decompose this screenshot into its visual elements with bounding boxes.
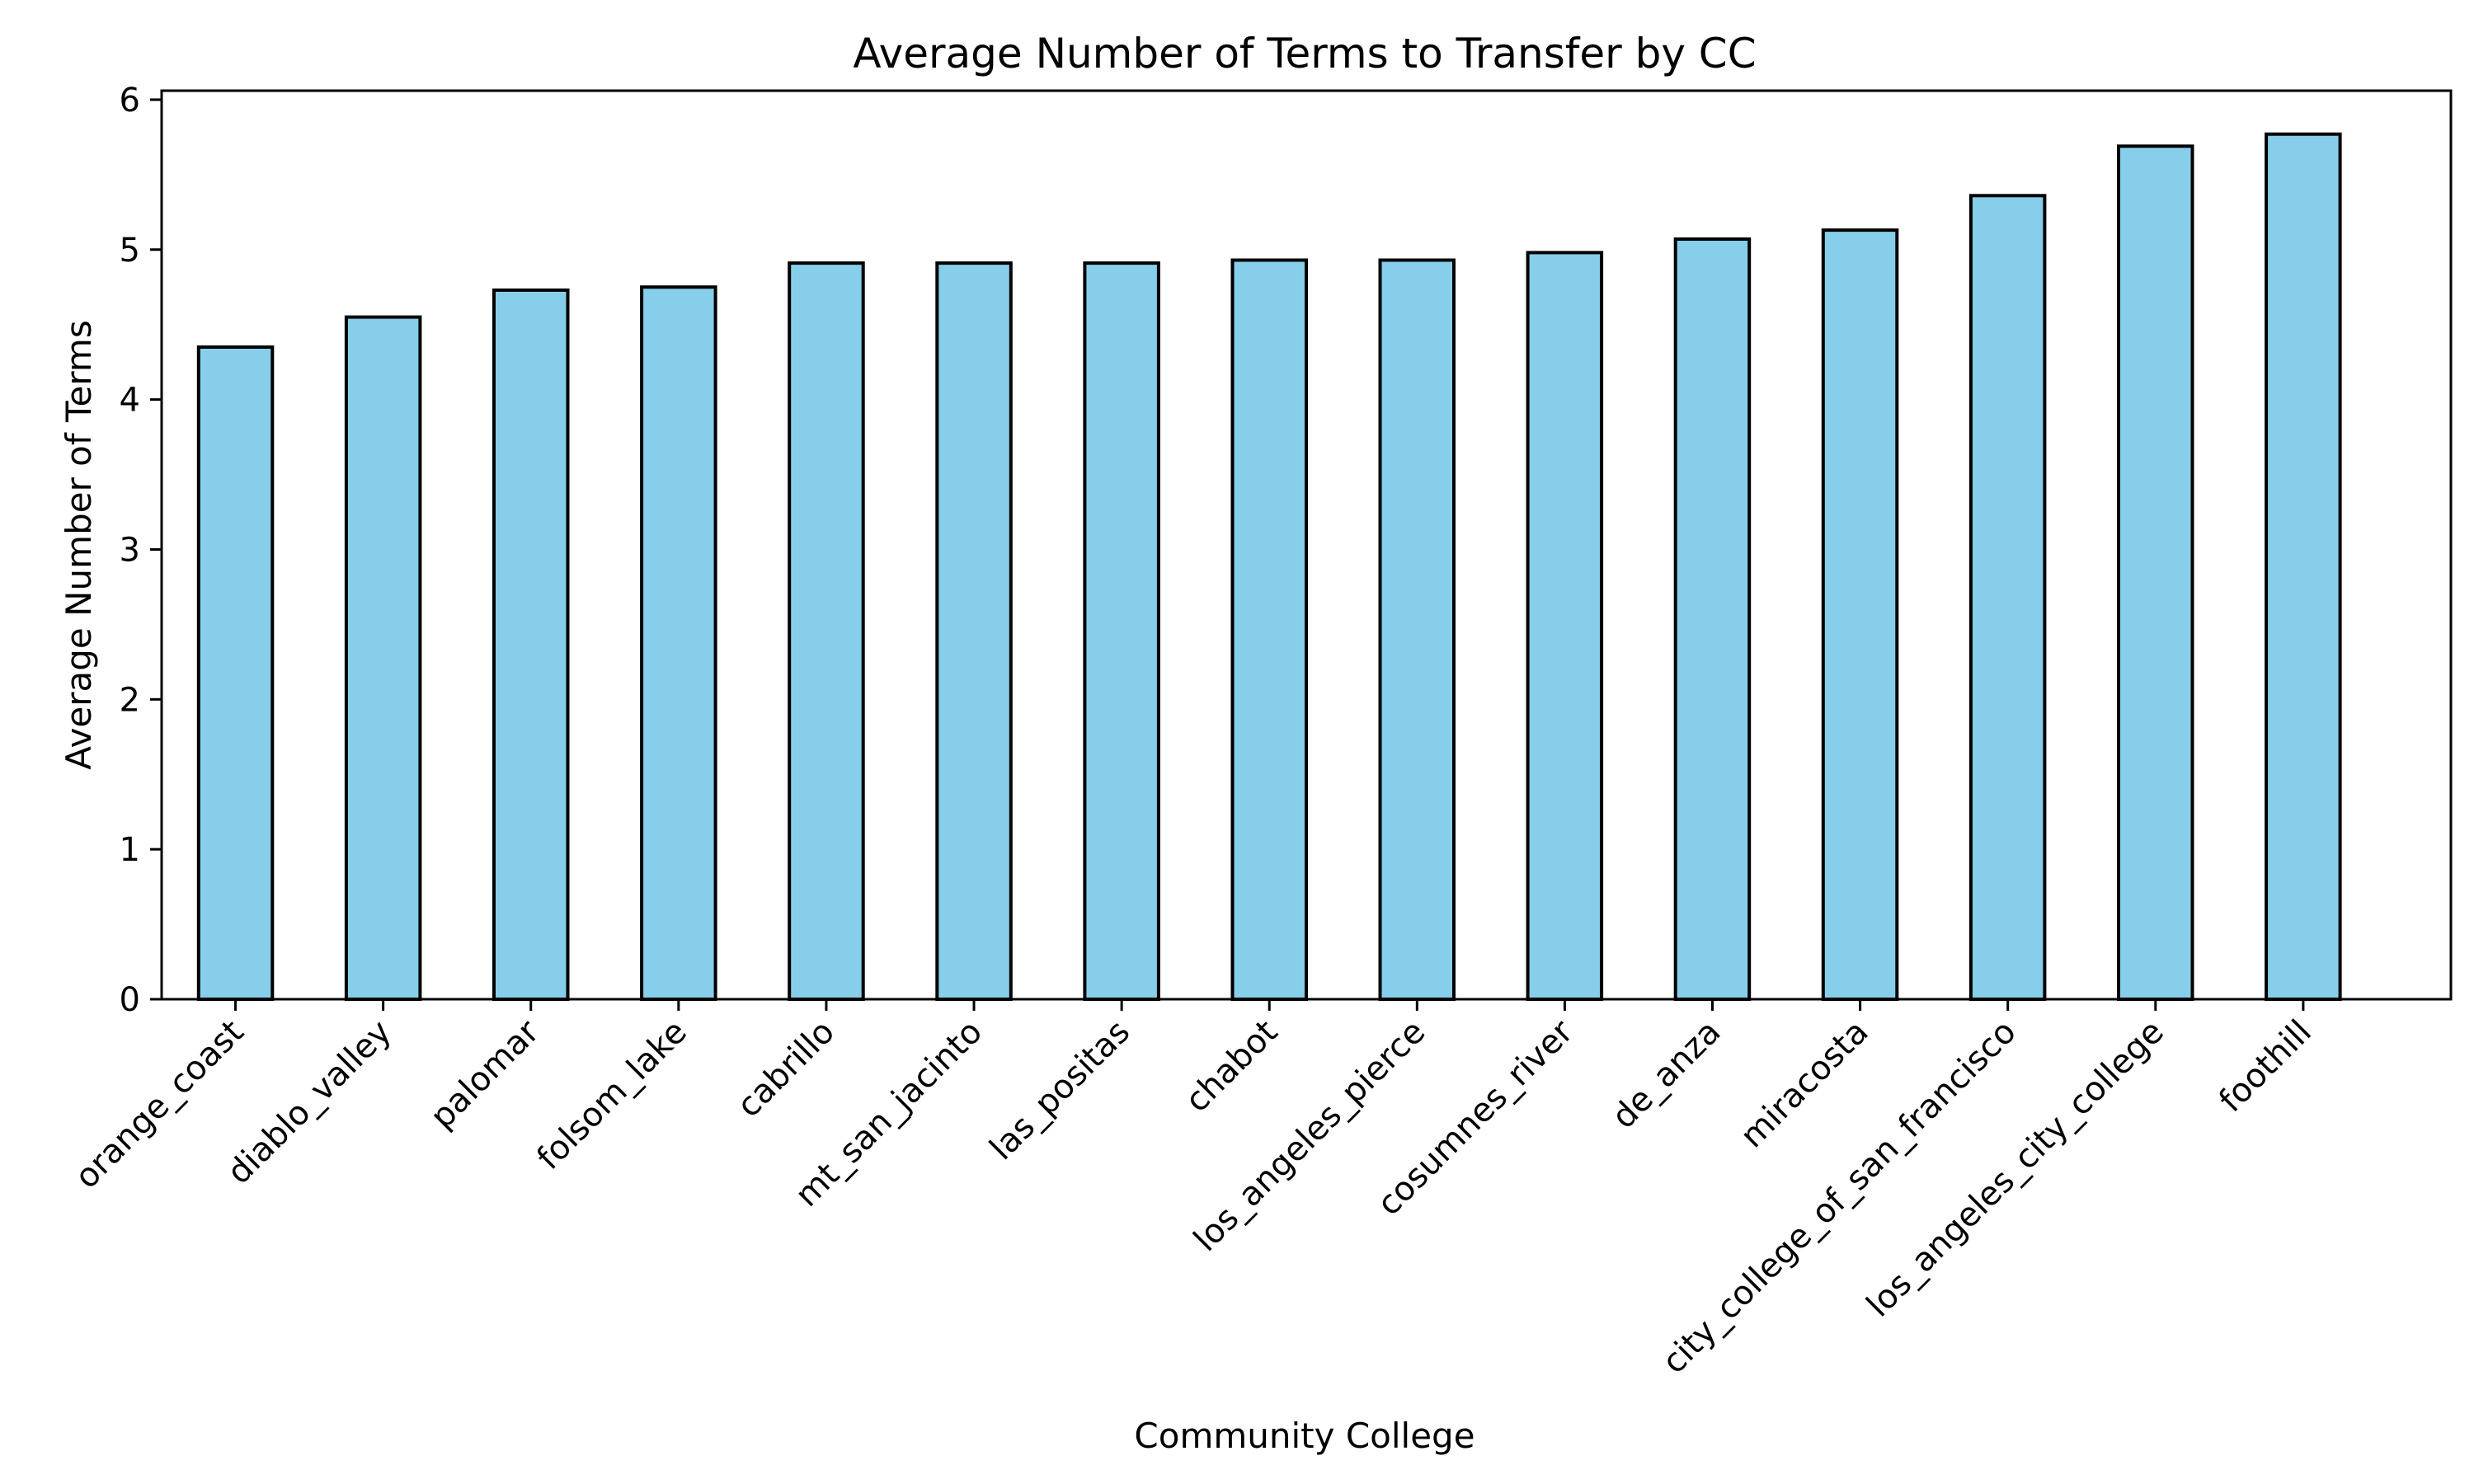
bar-miracosta xyxy=(1821,228,1899,1002)
bar-cosumnes_river xyxy=(1526,251,1604,1001)
x-tick-label: las_positas xyxy=(983,1013,1138,1168)
x-axis-label: Community College xyxy=(1134,1416,1475,1456)
x-tick-label: los_angeles_city_college xyxy=(1860,1013,2171,1325)
x-tick-label: cabrillo xyxy=(730,1013,842,1125)
y-tick-label: 4 xyxy=(120,382,140,420)
y-tick-label: 5 xyxy=(120,232,140,270)
y-tick-label: 6 xyxy=(120,82,140,120)
bars-group xyxy=(196,132,2342,1002)
bar-mt_san_jacinto xyxy=(935,261,1013,1002)
bar-folsom_lake xyxy=(640,285,717,1001)
chart-title: Average Number of Terms to Transfer by C… xyxy=(853,30,1756,77)
bar-chabot xyxy=(1230,258,1308,1001)
x-tick-label: miracosta xyxy=(1733,1013,1876,1156)
bar-city_college_of_san_francisco xyxy=(1968,194,2047,1002)
bar-diablo_valley xyxy=(344,315,422,1002)
y-tick-label: 1 xyxy=(120,831,140,869)
y-tick-label: 2 xyxy=(120,681,140,719)
x-tick-label: palomar xyxy=(423,1012,547,1136)
x-tick-label: folsom_lake xyxy=(530,1013,694,1177)
bar-palomar xyxy=(492,288,570,1001)
y-axis: 0 1 2 3 4 5 6 xyxy=(120,82,162,1019)
x-tick-label: chabot xyxy=(1178,1013,1286,1120)
bar-los_angeles_city_college xyxy=(2117,144,2194,1001)
x-tick-label: foothill xyxy=(2212,1013,2319,1120)
bar-orange_coast xyxy=(196,345,275,1001)
bar-las_positas xyxy=(1083,261,1160,1002)
plot-frame xyxy=(160,89,2453,1001)
bar-los_angeles_pierce xyxy=(1378,258,1456,1001)
bar-cabrillo xyxy=(788,261,865,1002)
y-tick-label: 3 xyxy=(120,531,140,569)
x-tick-label: de_anza xyxy=(1605,1013,1728,1136)
bar-de_anza xyxy=(1673,237,1752,1001)
bar-foothill xyxy=(2265,132,2342,1002)
y-tick-label: 0 xyxy=(120,981,140,1019)
y-axis-label: Average Number of Terms xyxy=(59,320,99,769)
